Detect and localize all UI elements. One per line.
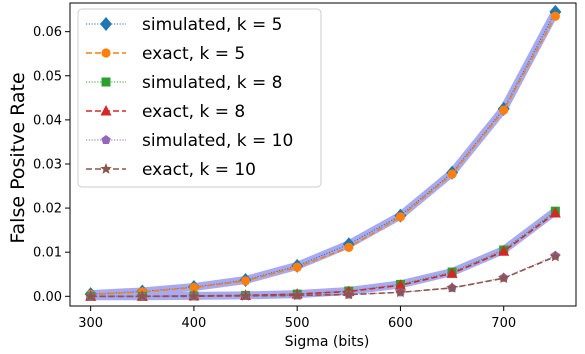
legend-entry: exact, k = 8 bbox=[86, 102, 245, 122]
x-tick-label: 400 bbox=[182, 316, 207, 331]
axes: 300 400 500 600 700 0.00 0.01 0.02 0.03 0.04 0.05 0… bbox=[33, 2, 577, 331]
legend-marker bbox=[100, 105, 112, 116]
series-line bbox=[90, 11, 556, 295]
data-point bbox=[291, 289, 303, 301]
x-axis-label: Sigma (bits) bbox=[285, 334, 370, 350]
data-point bbox=[446, 267, 458, 278]
data-point bbox=[498, 245, 510, 256]
y-tick-label: 0.01 bbox=[33, 246, 62, 261]
legend-label: simulated, k = 10 bbox=[142, 131, 293, 151]
data-point bbox=[292, 262, 302, 272]
data-point bbox=[188, 290, 200, 302]
data-point bbox=[395, 212, 406, 222]
plot-frame bbox=[69, 2, 577, 307]
data-point bbox=[239, 289, 252, 301]
data-point bbox=[446, 281, 458, 293]
legend-marker bbox=[100, 17, 112, 31]
legend-entry: exact, k = 10 bbox=[86, 160, 256, 180]
x-tick-label: 700 bbox=[491, 316, 516, 331]
legend-marker bbox=[100, 163, 112, 174]
legend-entry: simulated, k = 8 bbox=[86, 73, 283, 93]
data-point bbox=[394, 286, 407, 298]
series-line bbox=[90, 210, 556, 297]
legend-label: exact, k = 10 bbox=[142, 160, 256, 180]
y-axis-label: False Positve Rate bbox=[7, 72, 29, 243]
data-point bbox=[447, 169, 457, 179]
x-tick-label: 300 bbox=[78, 316, 103, 331]
data-point bbox=[189, 282, 199, 293]
legend-box bbox=[77, 8, 322, 188]
data-point bbox=[499, 105, 509, 115]
y-tick-label: 0.06 bbox=[33, 25, 62, 40]
x-tick-label: 600 bbox=[388, 316, 413, 331]
series-line bbox=[90, 255, 556, 298]
y-tick-label: 0.04 bbox=[33, 113, 62, 128]
legend: simulated, k = 5 exact, k = 5 simulated, k… bbox=[77, 8, 322, 188]
legend-label: simulated, k = 8 bbox=[142, 73, 283, 93]
data-point bbox=[343, 288, 355, 300]
y-tick-label: 0.02 bbox=[33, 202, 62, 217]
data-point bbox=[84, 290, 97, 302]
y-tick-label: 0.05 bbox=[33, 69, 62, 84]
legend-label: exact, k = 5 bbox=[142, 44, 245, 64]
x-tick-label: 500 bbox=[285, 316, 310, 331]
data-point bbox=[498, 272, 510, 284]
legend-label: exact, k = 8 bbox=[142, 102, 245, 122]
y-tick-label: 0.03 bbox=[33, 157, 62, 172]
legend-label: simulated, k = 5 bbox=[142, 15, 283, 35]
data-point bbox=[240, 276, 251, 286]
data-point bbox=[344, 242, 354, 252]
legend-entry: exact, k = 5 bbox=[86, 44, 245, 64]
data-point bbox=[550, 11, 560, 21]
legend-marker bbox=[101, 48, 111, 58]
series-layer bbox=[84, 4, 562, 302]
legend-marker bbox=[101, 77, 111, 87]
legend-entry: simulated, k = 10 bbox=[86, 131, 293, 151]
legend-entry: simulated, k = 5 bbox=[86, 15, 283, 35]
series-line bbox=[90, 15, 557, 296]
data-point bbox=[394, 279, 406, 290]
series-5 bbox=[84, 250, 562, 302]
data-point bbox=[136, 290, 148, 302]
data-point bbox=[549, 206, 561, 218]
y-tick-label: 0.00 bbox=[33, 290, 62, 305]
data-point bbox=[549, 250, 562, 262]
legend-marker bbox=[101, 135, 111, 145]
